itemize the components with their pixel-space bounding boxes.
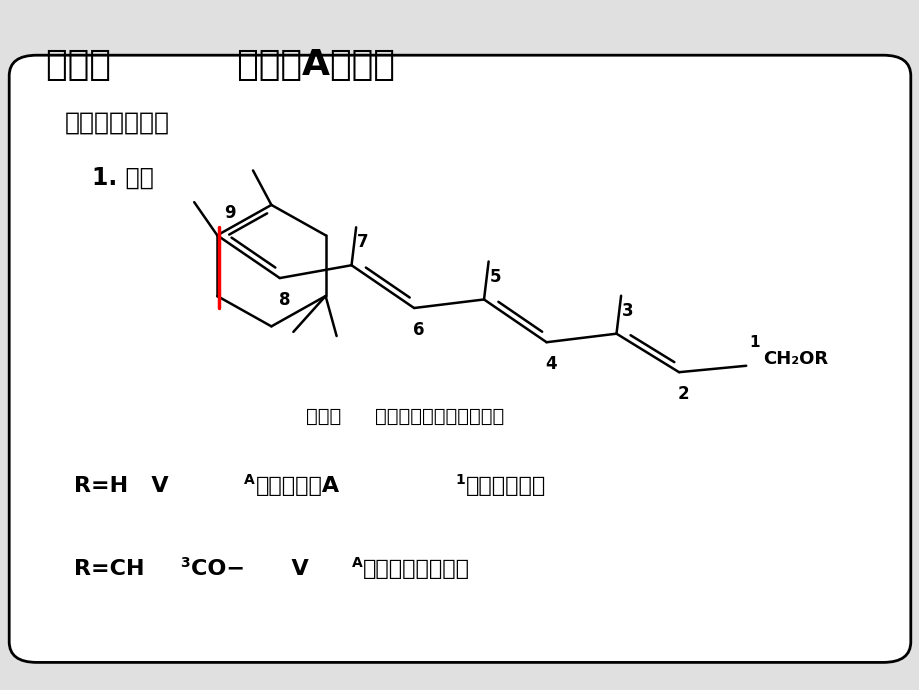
Text: A: A — [244, 473, 255, 487]
Text: 醋酸酯：性质稳定: 醋酸酯：性质稳定 — [362, 559, 469, 579]
Text: 1. 结构: 1. 结构 — [92, 166, 153, 190]
Text: 第一节          维生素A的分析: 第一节 维生素A的分析 — [46, 48, 394, 82]
Text: A: A — [352, 556, 363, 570]
Text: CH₂OR: CH₂OR — [762, 350, 827, 368]
Text: 7: 7 — [357, 233, 368, 251]
Text: 8: 8 — [278, 291, 289, 309]
FancyBboxPatch shape — [9, 55, 910, 662]
Text: 环已烯     多烯醇（共轭双键系统）: 环已烯 多烯醇（共轭双键系统） — [305, 407, 504, 426]
Text: 一、结构与性质: 一、结构与性质 — [64, 110, 169, 135]
Text: 3: 3 — [180, 556, 189, 570]
Text: 1: 1 — [455, 473, 465, 487]
Text: R=H   V: R=H V — [74, 476, 168, 496]
Text: 5: 5 — [489, 268, 500, 286]
Text: 4: 4 — [545, 355, 556, 373]
Text: 9: 9 — [224, 204, 235, 221]
Text: CO−      V: CO− V — [191, 559, 309, 579]
Text: ）：性质活泼: ）：性质活泼 — [465, 476, 545, 496]
Text: 1: 1 — [748, 335, 759, 351]
Text: 2: 2 — [677, 385, 688, 403]
Text: 6: 6 — [413, 321, 424, 339]
Text: R=CH: R=CH — [74, 559, 144, 579]
Text: 3: 3 — [621, 302, 632, 320]
Text: 醇（维生素A: 醇（维生素A — [255, 476, 339, 496]
